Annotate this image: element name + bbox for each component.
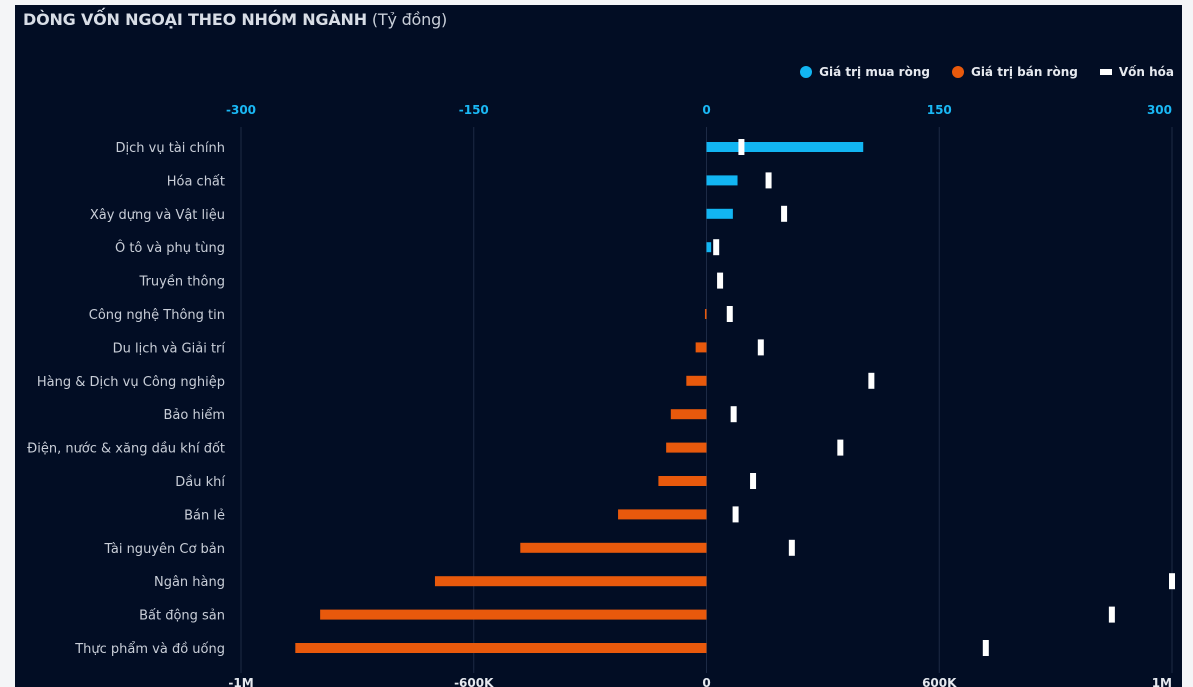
category-label: Du lịch và Giải trí <box>113 341 226 356</box>
cap-marker <box>1169 573 1175 590</box>
category-label: Truyền thông <box>139 275 225 290</box>
cap-marker <box>726 306 733 322</box>
buy-bar <box>706 208 733 219</box>
bottom-axis-tick-label: 0 <box>702 676 710 687</box>
legend-item-buy[interactable]: Giá trị mua ròng <box>800 65 930 79</box>
cap-marker <box>750 473 757 489</box>
category-label: Hàng & Dịch vụ Công nghiệp <box>37 375 225 390</box>
category-label: Công nghệ Thông tin <box>89 308 225 323</box>
bottom-axis-tick-label: 600K <box>922 676 957 687</box>
category-label: Xây dựng và Vật liệu <box>90 208 225 223</box>
chart-panel: DÒNG VỐN NGOẠI THEO NHÓM NGÀNH (Tỷ đồng)… <box>15 5 1182 687</box>
cap-marker <box>757 339 764 356</box>
legend-label-cap: Vốn hóa <box>1118 65 1174 79</box>
chart-title-main: DÒNG VỐN NGOẠI THEO NHÓM NGÀNH <box>23 10 367 29</box>
sell-bar <box>295 643 707 653</box>
cap-marker <box>713 239 720 256</box>
category-label: Bán lẻ <box>184 508 225 523</box>
sell-bar <box>686 375 707 386</box>
legend-item-sell[interactable]: Giá trị bán ròng <box>951 65 1078 79</box>
legend-label-buy: Giá trị mua ròng <box>819 65 930 79</box>
cap-marker <box>982 640 989 656</box>
buy-bar <box>706 142 864 152</box>
top-axis-tick-label: -150 <box>459 103 489 117</box>
legend-label-sell: Giá trị bán ròng <box>970 65 1078 79</box>
cap-marker <box>738 139 745 155</box>
buy-bar <box>706 242 712 253</box>
legend-swatch-sell <box>951 66 964 78</box>
legend-swatch-buy <box>800 66 813 78</box>
top-axis-tick-label: 0 <box>702 103 710 117</box>
cap-marker <box>868 372 875 389</box>
cap-marker <box>765 172 772 189</box>
category-label: Bất động sản <box>139 609 225 624</box>
cap-marker <box>788 539 795 556</box>
bottom-axis-tick-label: 1M <box>1152 676 1172 687</box>
category-label: Dịch vụ tài chính <box>116 141 226 156</box>
top-axis-tick-label: 300 <box>1147 103 1172 117</box>
cap-marker <box>1108 606 1115 623</box>
category-label: Ngân hàng <box>154 575 225 590</box>
sell-bar <box>618 509 707 520</box>
chart-title-unit: (Tỷ đồng) <box>371 10 448 29</box>
category-label: Tài nguyên Cơ bản <box>103 542 225 557</box>
sell-bar <box>670 409 707 420</box>
sell-bar <box>666 442 707 453</box>
category-label: Thực phẩm và đồ uống <box>74 642 225 657</box>
legend-swatch-cap <box>1099 69 1112 75</box>
sell-bar <box>434 576 707 587</box>
chart-title: DÒNG VỐN NGOẠI THEO NHÓM NGÀNH (Tỷ đồng) <box>23 10 447 29</box>
cap-marker <box>837 439 844 456</box>
category-label: Bảo hiểm <box>164 408 225 423</box>
cap-marker <box>717 272 724 289</box>
bottom-axis-tick-label: -600K <box>454 676 494 687</box>
cap-marker <box>781 205 788 222</box>
top-axis-tick-label: 150 <box>927 103 952 117</box>
category-label: Điện, nước & xăng dầu khí đốt <box>27 442 225 457</box>
buy-bar <box>706 175 738 186</box>
top-axis-tick-label: -300 <box>226 103 256 117</box>
sell-bar <box>695 342 707 353</box>
cap-marker <box>732 506 739 523</box>
cap-marker <box>730 406 737 423</box>
category-label: Dầu khí <box>175 475 225 490</box>
legend-item-cap[interactable]: Vốn hóa <box>1099 65 1174 79</box>
sell-bar <box>320 609 707 620</box>
sell-bar <box>658 476 707 486</box>
bottom-axis-tick-label: -1M <box>228 676 253 687</box>
category-label: Ô tô và phụ tùng <box>115 240 225 256</box>
bar-chart: -300 -150 0 150 300 -1M -600K 0 600K 1M Dịch vụ tà… <box>27 103 1175 687</box>
sell-bar <box>704 309 707 319</box>
category-label: Hóa chất <box>167 174 225 189</box>
sell-bar <box>520 542 707 553</box>
chart-legend: Giá trị mua ròng Giá trị bán ròng Vốn hó… <box>800 65 1174 79</box>
